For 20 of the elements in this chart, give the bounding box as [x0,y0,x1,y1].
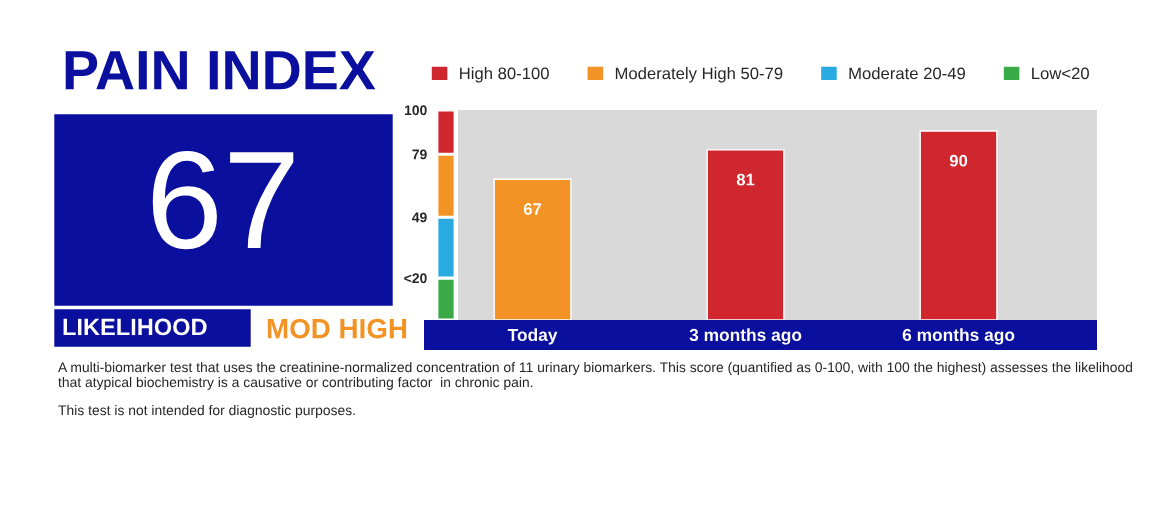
text: LIKELIHOOD [63,318,207,336]
legend-label: High 80-100 [460,67,549,83]
x-tick-label: 3 months ago [689,328,802,345]
data-label: 90 [949,154,968,167]
data-label: 67 [523,203,542,215]
text: 67 [152,150,294,250]
text: This test is not intended for diagnostic purposes. [58,405,355,418]
x-tick-label: Today [507,328,558,345]
legend-label: Moderate 20-49 [849,67,965,80]
legend-label: Low<20 [1032,67,1089,80]
data-label: 81 [736,173,755,186]
y-tick-label: 100 [404,105,427,116]
y-tick-label: <20 [404,273,427,284]
x-tick-label: 6 months ago [902,328,1015,345]
y-tick-label: 79 [412,149,427,160]
legend-label: Moderately High 50-79 [615,67,783,83]
text: MOD HIGH [267,318,407,339]
text: PAIN INDEX [65,51,376,90]
text: A multi-biomarker test that uses the creatinine-normalized concentration of 11 urinary biomarkers. This score (quantified as 0-100, with 100 the highest) assesses the likelihood that atypical biochemistry is a causative or contributing factor in chronic pain. [58,362,1132,390]
y-tick-label: 49 [412,212,427,223]
